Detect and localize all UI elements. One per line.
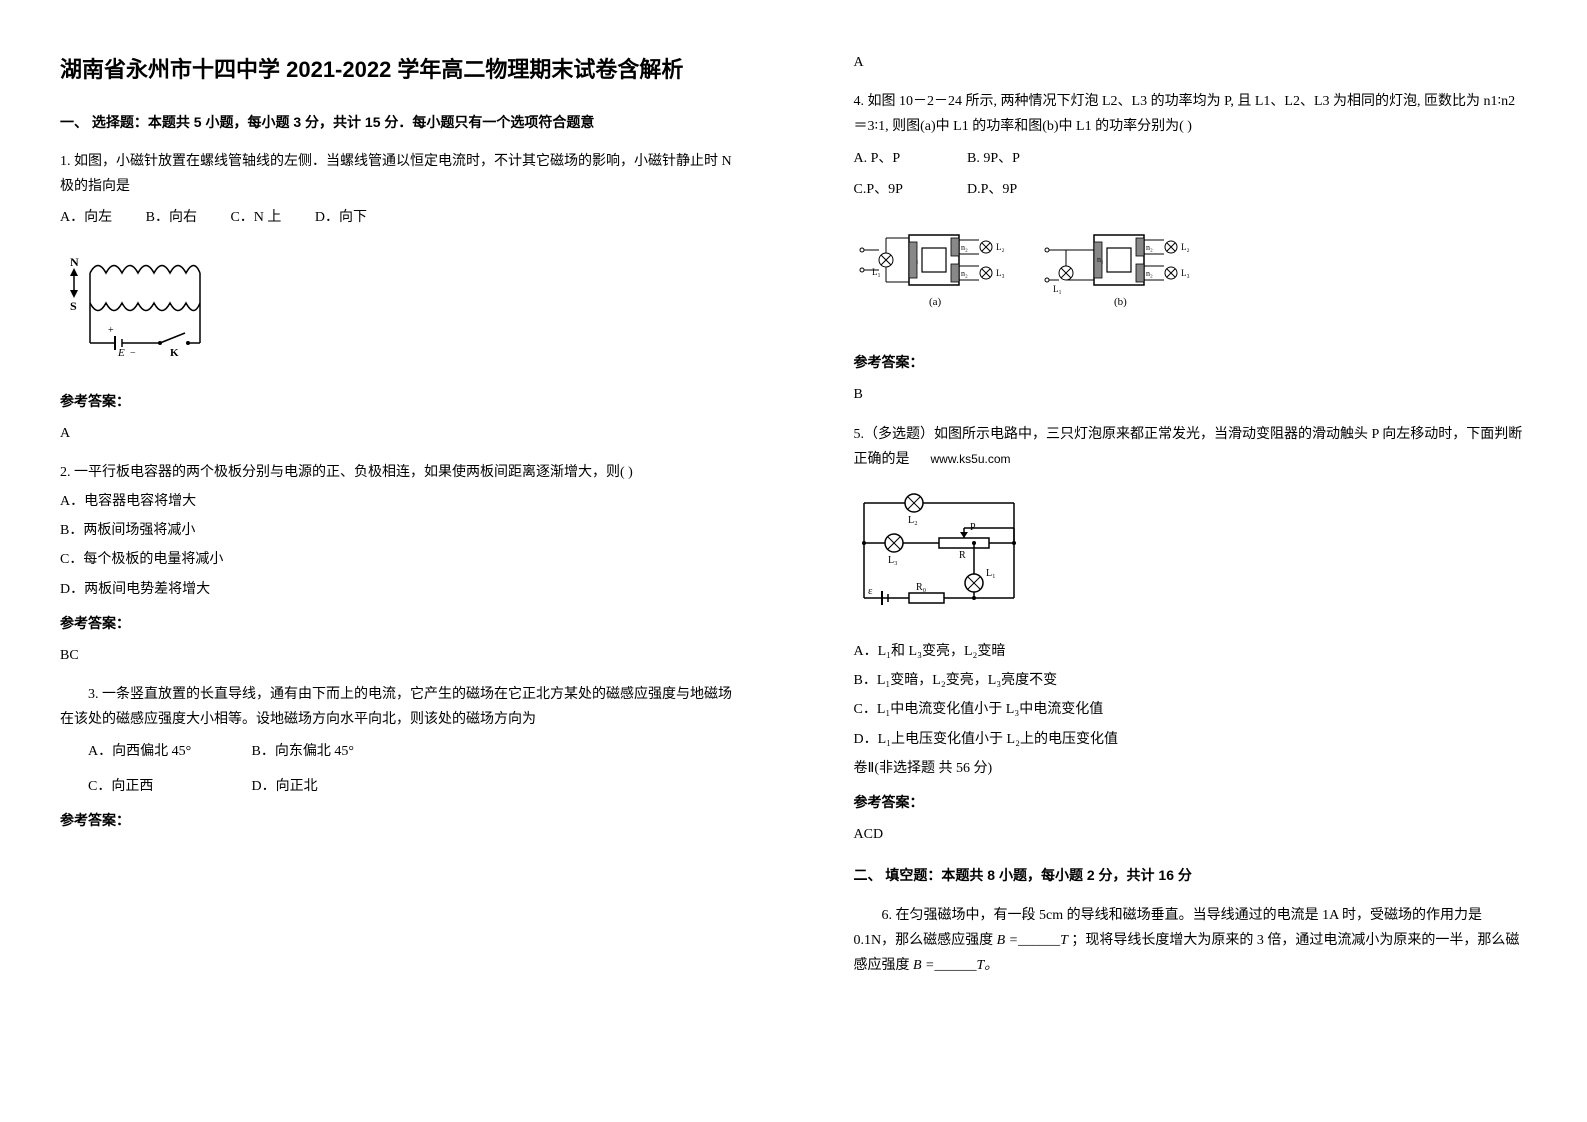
q2-text: 2. 一平行板电容器的两个极板分别与电源的正、负极相连，如果使两板间距离逐渐增大… bbox=[60, 460, 734, 485]
q2-optC: C．每个极板的电量将减小 bbox=[60, 547, 734, 572]
q3-optB: B．向东偏北 45° bbox=[252, 744, 354, 759]
q5-R-label: R bbox=[959, 550, 966, 561]
q2-optD: D．两板间电势差将增大 bbox=[60, 577, 734, 602]
q1-options: A．向左 B．向右 C．N 上 D．向下 bbox=[60, 205, 734, 230]
switch-K-label: K bbox=[170, 347, 179, 358]
q4-optA: A. P、P bbox=[854, 146, 964, 171]
q5-L3-label: L₃ bbox=[888, 555, 898, 566]
right-page: A 4. 如图 10－2－24 所示, 两种情况下灯泡 L2、L3 的功率均为 … bbox=[794, 0, 1587, 1122]
transformer-a: L₁ n₁ n₂ n₂ L₂ bbox=[860, 235, 1005, 308]
battery-E-label: E bbox=[117, 347, 125, 358]
q4a-L2-label: L₂ bbox=[996, 242, 1005, 252]
compass-S-label: S bbox=[70, 299, 77, 313]
q2-optA: A．电容器电容将增大 bbox=[60, 489, 734, 514]
q5-answer-label: 参考答案： bbox=[854, 791, 1528, 816]
q4b-n2-bot: n₂ bbox=[1146, 269, 1153, 278]
q3-optA: A．向西偏北 45° bbox=[88, 739, 248, 764]
q4-options-row1: A. P、P B. 9P、P bbox=[854, 146, 1528, 171]
q5-L1-label: L₁ bbox=[986, 568, 996, 579]
q4a-L1-label: L₁ bbox=[872, 267, 881, 277]
q1-optC: C．N 上 bbox=[230, 210, 281, 225]
q5-optA: A．L₁和 L₃变亮，L₂变暗 bbox=[854, 639, 1528, 664]
q4a-L3-label: L₃ bbox=[996, 268, 1005, 278]
q4-text: 4. 如图 10－2－24 所示, 两种情况下灯泡 L2、L3 的功率均为 P,… bbox=[854, 89, 1528, 139]
left-page: 湖南省永州市十四中学 2021-2022 学年高二物理期末试卷含解析 一、 选择… bbox=[0, 0, 794, 1122]
q6-text: 6. 在匀强磁场中，有一段 5cm 的导线和磁场垂直。当导线通过的电流是 1A … bbox=[854, 903, 1528, 979]
compass-N-label: N bbox=[70, 255, 79, 269]
q3-options-row1: A．向西偏北 45° B．向东偏北 45° bbox=[60, 739, 734, 764]
q2-optB: B．两板间场强将减小 bbox=[60, 518, 734, 543]
q5-text: 5.（多选题）如图所示电路中，三只灯泡原来都正常发光，当滑动变阻器的滑动触头 P… bbox=[854, 422, 1528, 472]
q4-options-row2: C.P、9P D.P、9P bbox=[854, 177, 1528, 202]
battery-minus: − bbox=[130, 348, 136, 358]
q5-L2-label: L₂ bbox=[908, 515, 918, 526]
q5-optB: B．L₁变暗，L₂变亮，L₃亮度不变 bbox=[854, 668, 1528, 693]
q6-blank1: B =______T bbox=[997, 933, 1068, 948]
q4b-L1-label: L₁ bbox=[1053, 284, 1062, 294]
q1-optD: D．向下 bbox=[315, 210, 367, 225]
q4b-n2-top: n₂ bbox=[1146, 243, 1153, 252]
q5-optD: D．L₁上电压变化值小于 L₂上的电压变化值 bbox=[854, 727, 1528, 752]
q3-options-row2: C．向正西 D．向正北 bbox=[60, 774, 734, 799]
q4-answer: B bbox=[854, 382, 1528, 407]
q2-answer: BC bbox=[60, 643, 734, 668]
q1-text: 1. 如图，小磁针放置在螺线管轴线的左侧．当螺线管通以恒定电流时，不计其它磁场的… bbox=[60, 149, 734, 199]
q5-figure: L₂ L₃ R P ε R₀ L₁ bbox=[854, 488, 1034, 627]
q1-figure: N S + E − K bbox=[60, 248, 220, 367]
q5-R0-label: R₀ bbox=[916, 582, 927, 593]
battery-plus: + bbox=[108, 325, 114, 336]
section2-header: 二、 填空题：本题共 8 小题，每小题 2 分，共计 16 分 bbox=[854, 863, 1528, 888]
q4b-n1-label: n₁ bbox=[1097, 255, 1104, 264]
q5-answer: ACD bbox=[854, 822, 1528, 847]
q5-extra: 卷Ⅱ(非选择题 共 56 分) bbox=[854, 756, 1528, 781]
transformer-b: L₁ n₁ n₂ n₂ L₂ L bbox=[1045, 235, 1190, 308]
q4-optD: D.P、9P bbox=[967, 182, 1017, 197]
q4-optC: C.P、9P bbox=[854, 177, 964, 202]
q1-optB: B．向右 bbox=[146, 210, 197, 225]
q3-answer: A bbox=[854, 50, 1528, 75]
q3-optD: D．向正北 bbox=[252, 779, 318, 794]
q3-text: 3. 一条竖直放置的长直导线，通有由下而上的电流，它产生的磁场在它正北方某处的磁… bbox=[60, 682, 734, 732]
q4a-caption: (a) bbox=[929, 296, 942, 308]
q4b-L3-label: L₃ bbox=[1181, 268, 1190, 278]
q5-optC: C．L₁中电流变化值小于 L₃中电流变化值 bbox=[854, 697, 1528, 722]
section1-header: 一、 选择题：本题共 5 小题，每小题 3 分，共计 15 分．每小题只有一个选… bbox=[60, 110, 734, 135]
q4-optB: B. 9P、P bbox=[967, 151, 1020, 166]
q3-answer-label: 参考答案： bbox=[60, 809, 734, 834]
q1-answer-label: 参考答案： bbox=[60, 390, 734, 415]
q5-eps-label: ε bbox=[868, 585, 873, 597]
q4a-n2-bot: n₂ bbox=[961, 269, 968, 278]
q4a-n2-top: n₂ bbox=[961, 243, 968, 252]
q4-answer-label: 参考答案： bbox=[854, 351, 1528, 376]
exam-title: 湖南省永州市十四中学 2021-2022 学年高二物理期末试卷含解析 bbox=[60, 50, 734, 90]
q3-optC: C．向正西 bbox=[88, 774, 248, 799]
q2-answer-label: 参考答案： bbox=[60, 612, 734, 637]
q4b-caption: (b) bbox=[1114, 296, 1127, 308]
q5-url: www.ks5u.com bbox=[931, 452, 1011, 466]
q4b-L2-label: L₂ bbox=[1181, 242, 1190, 252]
q1-optA: A．向左 bbox=[60, 210, 112, 225]
q6-blank2: B =______T。 bbox=[913, 958, 998, 973]
q1-answer: A bbox=[60, 421, 734, 446]
q4-figure: L₁ n₁ n₂ n₂ L₂ bbox=[854, 220, 1214, 329]
